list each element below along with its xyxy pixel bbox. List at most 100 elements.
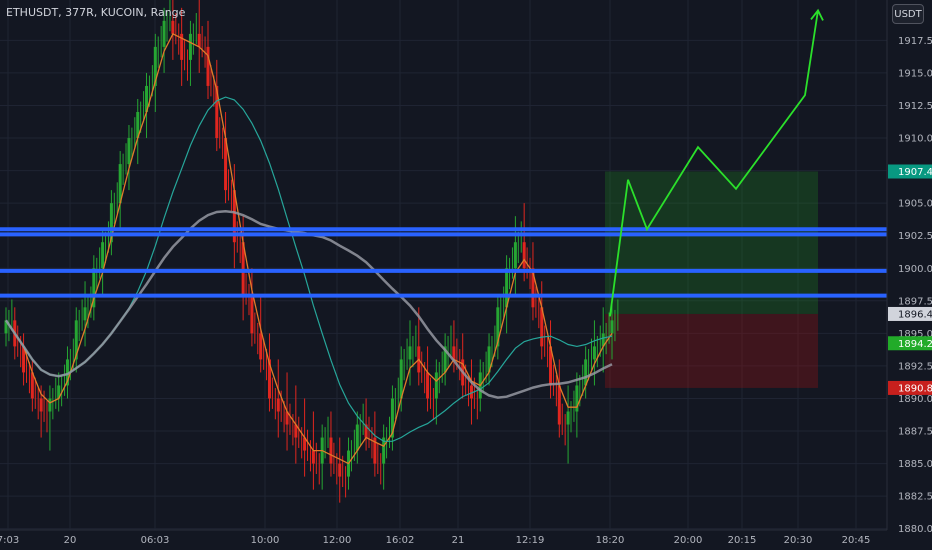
price-tick-label: 1900.00 — [898, 264, 932, 275]
candle-body — [505, 268, 509, 308]
candle-body — [4, 320, 8, 334]
sma-fast-line — [5, 33, 613, 465]
candle-body — [584, 359, 588, 386]
candle-body — [250, 294, 254, 334]
candle-body — [83, 307, 87, 321]
price-label-badge — [888, 306, 932, 321]
candle-body — [232, 190, 236, 243]
price-label-text: 1894.24 — [898, 339, 932, 350]
candle-body — [487, 346, 491, 373]
price-label-badge — [888, 164, 932, 179]
price-tick-label: 1915.00 — [898, 68, 932, 79]
price-tick-label: 1880.00 — [898, 524, 932, 535]
candle-body — [127, 138, 131, 165]
candle-body — [206, 46, 210, 86]
candle-body — [180, 33, 184, 60]
price-tick-label: 1902.50 — [898, 231, 932, 242]
candle-body — [153, 46, 157, 86]
time-tick-label: 12:00 — [323, 535, 352, 546]
time-tick-label: 20:15 — [728, 535, 757, 546]
time-tick-label: 06:03 — [141, 535, 170, 546]
time-tick-label: 12:19 — [516, 535, 545, 546]
candle-body — [540, 307, 544, 347]
time-tick-label: 18:20 — [596, 535, 625, 546]
candle-body — [22, 346, 26, 373]
candle-body — [109, 203, 113, 243]
time-tick-label: 20 — [64, 535, 77, 546]
candle-body — [443, 346, 447, 373]
candle-body — [294, 424, 298, 438]
symbol-info: ETHUSDT, 377R, KUCOIN, Range — [6, 6, 186, 19]
candle-body — [197, 33, 201, 47]
candle-body — [267, 359, 271, 399]
candle-body — [399, 359, 403, 399]
candle-body — [224, 138, 228, 191]
price-label-text: 1896.49 — [898, 309, 932, 320]
candle-body — [276, 398, 280, 412]
candle-body — [188, 33, 192, 60]
price-tick-label: 1917.50 — [898, 36, 932, 47]
candle-body — [549, 346, 553, 386]
candle-body — [311, 450, 315, 464]
candle-body — [329, 437, 333, 464]
candle-body — [496, 307, 500, 347]
time-tick-label: 21 — [452, 535, 465, 546]
time-axis — [0, 530, 887, 550]
price-tick-label: 1912.50 — [898, 101, 932, 112]
price-label-badge — [888, 380, 932, 395]
price-tick-label: 1885.00 — [898, 459, 932, 470]
price-tick-label: 1882.50 — [898, 492, 932, 503]
price-tick-label: 1890.00 — [898, 394, 932, 405]
candle-body — [162, 20, 166, 47]
candle-body — [171, 20, 175, 34]
time-tick-label: 16:02 — [386, 535, 415, 546]
time-tick-label: 10:00 — [251, 535, 280, 546]
time-tick-label: 7:03 — [0, 535, 19, 546]
candle-body — [390, 398, 394, 438]
candle-body — [338, 463, 342, 477]
price-tick-label: 1895.00 — [898, 329, 932, 340]
candle-body — [408, 346, 412, 360]
candle-body — [575, 385, 579, 412]
stop-zone — [605, 313, 818, 388]
candle-body — [557, 385, 561, 425]
candle-body — [452, 346, 456, 360]
candle-body — [592, 346, 596, 360]
candle-body — [566, 411, 570, 425]
price-label-text: 1907.43 — [898, 167, 932, 178]
price-tick-label: 1887.50 — [898, 427, 932, 438]
projection-path — [609, 10, 819, 317]
target-zone — [605, 171, 818, 314]
candle-body — [601, 333, 605, 347]
price-tick-label: 1910.00 — [898, 134, 932, 145]
candle-body — [355, 424, 359, 451]
currency-button[interactable]: USDT — [892, 4, 924, 24]
candle-body — [30, 372, 34, 399]
candle-body — [469, 385, 473, 399]
price-tick-label: 1897.50 — [898, 296, 932, 307]
candle-body — [145, 85, 149, 112]
candle-body — [39, 398, 43, 412]
candle-body — [303, 437, 307, 451]
candle-body — [382, 437, 386, 464]
price-tick-label: 1905.00 — [898, 199, 932, 210]
candle-body — [241, 242, 245, 295]
candle-body — [136, 111, 140, 139]
candle-body — [92, 268, 96, 308]
time-tick-label: 20:45 — [842, 535, 871, 546]
candle-body — [364, 424, 368, 438]
candle-body — [610, 320, 614, 334]
candle-body — [259, 333, 263, 360]
candle-body — [434, 372, 438, 399]
candle-body — [373, 437, 377, 464]
candle-body — [513, 242, 517, 269]
candle-body — [57, 385, 61, 399]
price-tick-label: 1892.50 — [898, 361, 932, 372]
candle-body — [531, 268, 535, 308]
candle-body — [285, 411, 289, 425]
candle-body — [65, 359, 69, 386]
candle-body — [101, 242, 105, 269]
candle-body — [74, 320, 78, 360]
